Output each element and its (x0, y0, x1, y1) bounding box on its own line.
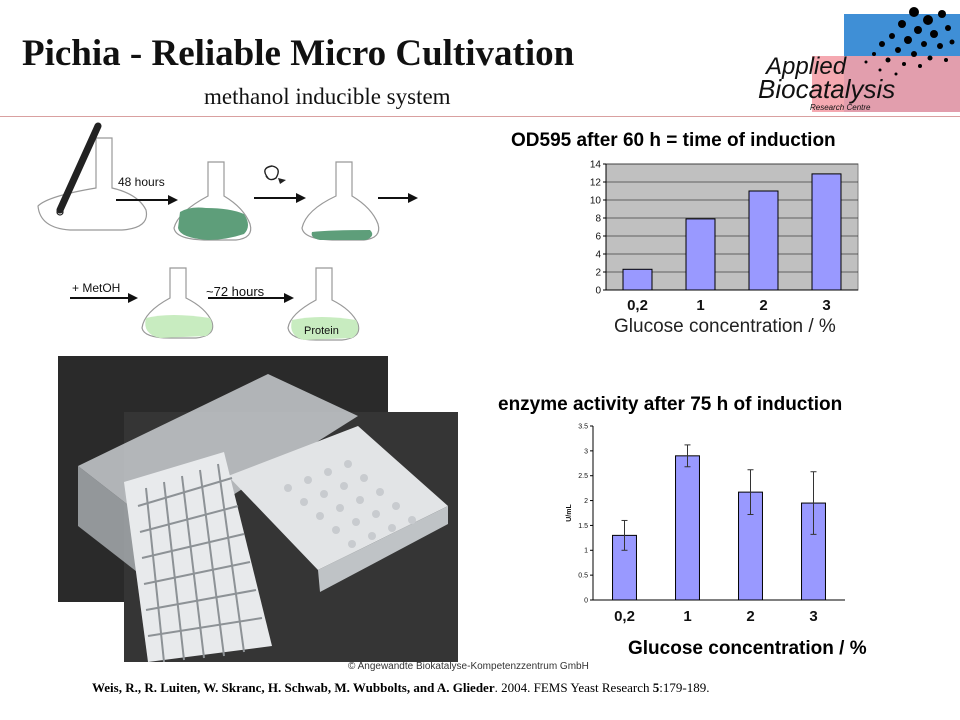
logo-text-applied: Applied (764, 53, 847, 80)
chart2-category-label: 0,2 (614, 608, 635, 625)
label-48-hours: 48 hours (118, 175, 165, 189)
logo-text-biocatalysis: Biocatalysis (758, 74, 895, 104)
citation-journal: . 2004. FEMS Yeast Research (494, 680, 653, 695)
chart2-enzyme-activity-bar-chart: 0 0.5 1 1.5 2 2.5 3 3.5 0,2 1 2 3 U/mL (566, 423, 845, 625)
chart1-xaxis-title: Glucose concentration / % (614, 316, 836, 337)
citation-authors: Weis, R., R. Luiten, W. Skranc, H. Schwa… (92, 680, 495, 695)
logo-text-research-centre: Research Centre (810, 103, 871, 112)
chart2-ytick-label: 1 (584, 548, 588, 555)
chart2-category-label: 3 (809, 608, 817, 625)
culture-green (178, 207, 248, 240)
citation-volume: 5 (652, 680, 660, 695)
logo-dot-pattern (864, 7, 955, 76)
chart2-category-label: 2 (746, 608, 754, 625)
chart1-ytick-label: 14 (590, 160, 602, 171)
shaker-icon (264, 165, 279, 181)
chart1-ytick-label: 8 (595, 214, 601, 225)
label-metoh: + MetOH (72, 281, 120, 295)
chart2-ytick-label: 0 (584, 597, 588, 604)
chart2-ytick-label: 2.5 (578, 473, 588, 480)
chart2-ytick-label: 3.5 (578, 423, 588, 430)
chart1-ytick-label: 2 (595, 268, 601, 279)
chart1-ytick-label: 4 (595, 250, 601, 261)
chart2-yaxis-label: U/mL (566, 504, 573, 522)
chart2-ytick-label: 1.5 (578, 523, 588, 530)
citation: Weis, R., R. Luiten, W. Skranc, H. Schwa… (92, 680, 709, 696)
chart2-ytick-label: 0.5 (578, 573, 588, 580)
chart1-bar (811, 173, 842, 291)
title-divider (0, 116, 960, 117)
slide-subtitle: methanol inducible system (204, 84, 451, 109)
chart2-ytick-label: 3 (584, 448, 588, 455)
chart1-category-label: 1 (696, 297, 704, 314)
chart2-bar (675, 455, 700, 601)
slide-title: Pichia - Reliable Micro Cultivation (22, 33, 575, 74)
chart1-category-label: 0,2 (627, 297, 648, 314)
chart1-bar (748, 190, 779, 291)
deep-well-plates-photo (58, 356, 458, 662)
label-72-hours: ~72 hours (206, 284, 265, 299)
chart2-category-label: 1 (683, 608, 691, 625)
applied-biocatalysis-logo: Applied Biocatalysis Research Centre (758, 7, 960, 112)
chart1-category-label: 3 (822, 297, 830, 314)
chart1-ytick-label: 10 (590, 196, 602, 207)
chart1-title: OD595 after 60 h = time of induction (511, 130, 836, 151)
copyright-notice: © Angewandte Biokatalyse-Kompetenzzentru… (348, 661, 589, 672)
inoculation-loop (56, 122, 102, 214)
chart1-bar (622, 268, 653, 291)
chart2-title: enzyme activity after 75 h of induction (498, 394, 843, 415)
chart1-ytick-label: 6 (595, 232, 601, 243)
chart1-ytick-label: 12 (590, 178, 602, 189)
logo-pink-block (812, 56, 960, 112)
chart1-category-label: 2 (759, 297, 767, 314)
induced-culture (145, 315, 213, 338)
label-protein: Protein (304, 325, 339, 337)
chart1-bar (685, 218, 716, 291)
citation-pages: :179-189. (659, 680, 710, 695)
chart1-ytick-label: 0 (595, 286, 601, 297)
chart2-xaxis-title: Glucose concentration / % (628, 638, 867, 659)
chart2-ytick-label: 2 (584, 498, 588, 505)
cultivation-process-illustration: 48 hours + MetOH ~72 hours Protein (37, 122, 418, 341)
